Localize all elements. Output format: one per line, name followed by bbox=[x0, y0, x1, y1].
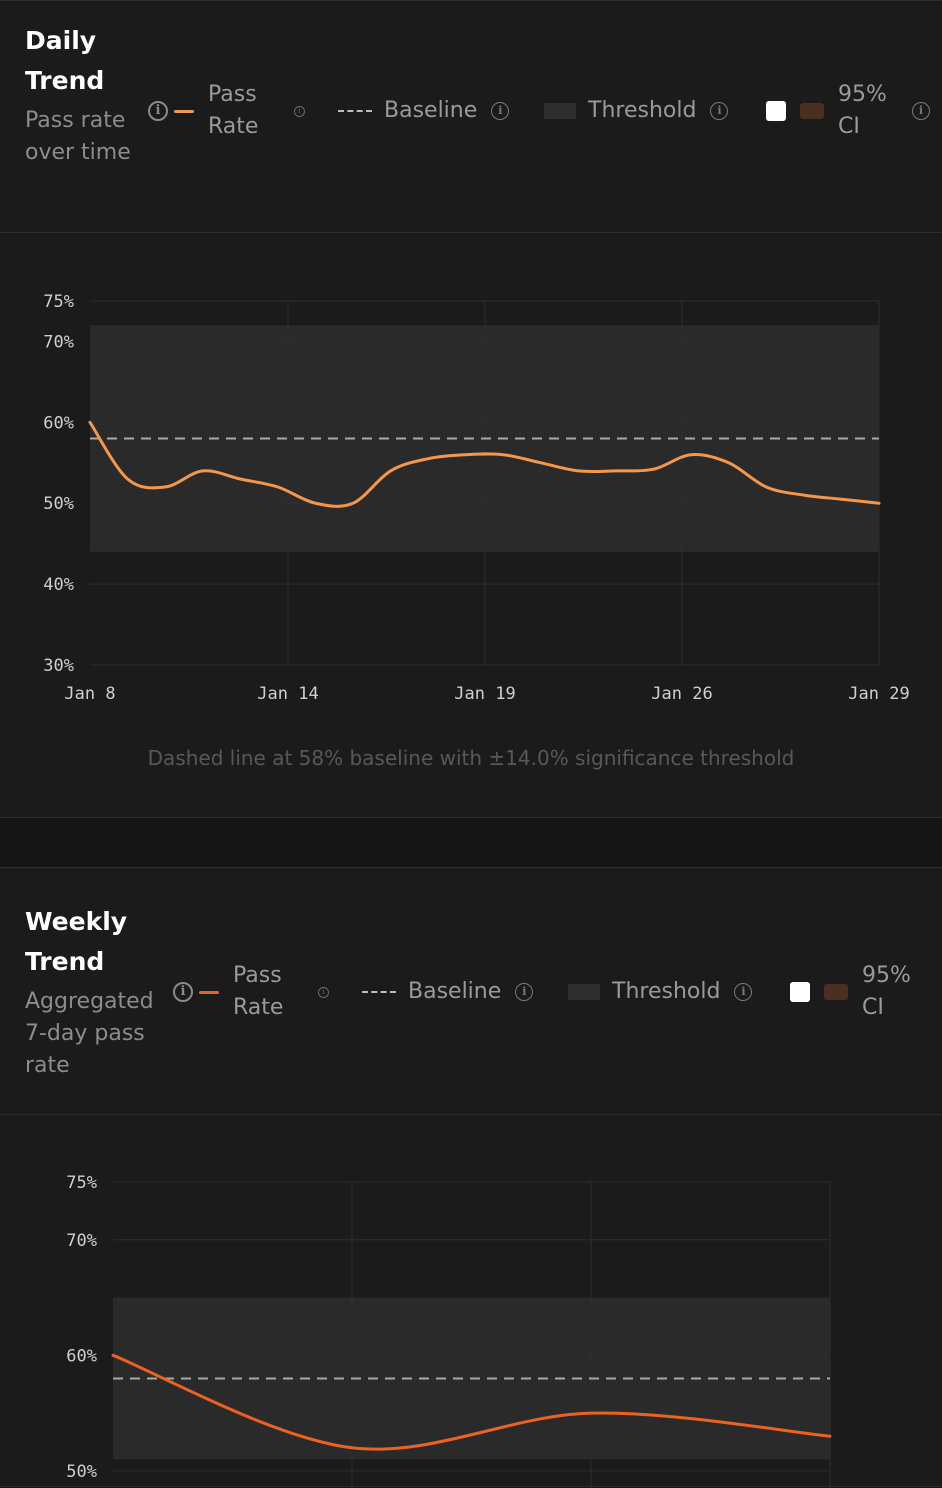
weekly-y-tick-label: 60% bbox=[66, 1346, 97, 1366]
daily-y-tick-label: 40% bbox=[43, 575, 74, 595]
daily-legend-ci-label: 95% CI bbox=[838, 82, 887, 139]
daily-ci-brown-swatch bbox=[800, 103, 824, 119]
daily-ci-white-swatch bbox=[766, 101, 786, 121]
daily-card-header: Daily Trend Pass rate over time i Pass R… bbox=[0, 1, 942, 233]
weekly-ci-brown-swatch bbox=[824, 984, 848, 1000]
daily-chart: 75% 70% 60% 50% 40% 30% Jan 8 Jan 14 Jan 19 Jan 2… bbox=[43, 292, 909, 704]
daily-legend-baseline[interactable]: Baseline i bbox=[338, 76, 510, 146]
daily-legend-ci[interactable]: 95% CI i bbox=[766, 76, 930, 146]
weekly-legend-info-small[interactable]: i bbox=[318, 957, 329, 1027]
weekly-legend-pass-rate-label: Pass Rate bbox=[233, 963, 284, 1020]
weekly-chart: 75%70%60%50% bbox=[66, 1173, 832, 1488]
daily-pass-rate-swatch bbox=[174, 109, 194, 113]
daily-chart-title: Daily Trend bbox=[25, 26, 105, 95]
daily-chart-subtitle: Pass rate over time bbox=[25, 108, 131, 165]
weekly-legend-baseline-label: Baseline bbox=[408, 979, 502, 1004]
weekly-legend-pass-rate[interactable]: i Pass Rate bbox=[173, 957, 293, 1027]
info-circle-icon[interactable]: i bbox=[515, 983, 534, 1001]
daily-x-tick-label: Jan 26 bbox=[651, 684, 712, 704]
info-circle-icon[interactable]: i bbox=[318, 986, 329, 998]
info-circle-icon[interactable]: i bbox=[148, 101, 168, 121]
daily-legend-threshold-label: Threshold bbox=[588, 98, 697, 123]
daily-threshold-swatch bbox=[544, 103, 576, 119]
weekly-pass-rate-swatch bbox=[199, 990, 219, 994]
daily-legend-info-small[interactable]: i bbox=[294, 76, 305, 146]
info-circle-icon[interactable]: i bbox=[734, 983, 753, 1001]
info-circle-icon[interactable]: i bbox=[173, 982, 193, 1002]
weekly-baseline-swatch bbox=[362, 991, 396, 993]
weekly-y-tick-label: 75% bbox=[66, 1173, 97, 1193]
daily-y-tick-label: 60% bbox=[43, 413, 74, 433]
info-circle-icon[interactable]: i bbox=[294, 105, 305, 117]
weekly-legend-baseline[interactable]: Baseline i bbox=[362, 957, 534, 1027]
daily-x-tick-label: Jan 14 bbox=[257, 684, 318, 704]
weekly-trend-card: Weekly Trend Aggregated 7-day pass rate … bbox=[0, 867, 942, 1488]
daily-baseline-swatch bbox=[338, 110, 372, 112]
daily-y-tick-label: 30% bbox=[43, 656, 74, 676]
weekly-pass-rate-line bbox=[111, 1353, 832, 1451]
daily-legend: i Pass Rate i Baseline i Threshold i 95%… bbox=[0, 76, 942, 146]
daily-y-tick-label: 70% bbox=[43, 332, 74, 352]
daily-legend-threshold[interactable]: Threshold i bbox=[544, 76, 729, 146]
daily-y-tick-label: 50% bbox=[43, 494, 74, 514]
weekly-legend-threshold[interactable]: Threshold i bbox=[568, 957, 753, 1027]
weekly-chart-title: Weekly Trend bbox=[25, 907, 128, 976]
daily-x-tick-label: Jan 29 bbox=[848, 684, 909, 704]
daily-trend-card: Daily Trend Pass rate over time i Pass R… bbox=[0, 0, 942, 818]
weekly-legend-ci[interactable]: 95% CI bbox=[790, 957, 918, 1027]
info-circle-icon[interactable]: i bbox=[710, 102, 729, 120]
weekly-y-tick-label: 70% bbox=[66, 1231, 97, 1251]
daily-x-tick-label: Jan 8 bbox=[64, 684, 115, 704]
weekly-legend: i Pass Rate i Baseline i Threshold i 95%… bbox=[0, 957, 942, 1027]
weekly-chart-subtitle: Aggregated 7-day pass rate bbox=[25, 989, 154, 1078]
weekly-legend-threshold-label: Threshold bbox=[612, 979, 721, 1004]
daily-pass-rate-line bbox=[88, 420, 881, 508]
daily-legend-pass-rate-label: Pass Rate bbox=[208, 82, 259, 139]
daily-legend-pass-rate[interactable]: i Pass Rate bbox=[148, 76, 268, 146]
daily-legend-baseline-label: Baseline bbox=[384, 98, 478, 123]
daily-x-tick-label: Jan 19 bbox=[454, 684, 515, 704]
weekly-ci-white-swatch bbox=[790, 982, 810, 1002]
info-circle-icon[interactable]: i bbox=[491, 102, 510, 120]
daily-y-tick-label: 75% bbox=[43, 292, 74, 312]
daily-chart-caption: Dashed line at 58% baseline with ±14.0% … bbox=[147, 746, 795, 770]
weekly-legend-ci-label: 95% CI bbox=[862, 963, 911, 1020]
weekly-card-header: Weekly Trend Aggregated 7-day pass rate … bbox=[0, 868, 942, 1115]
weekly-threshold-swatch bbox=[568, 984, 600, 1000]
info-circle-icon[interactable]: i bbox=[912, 102, 930, 120]
